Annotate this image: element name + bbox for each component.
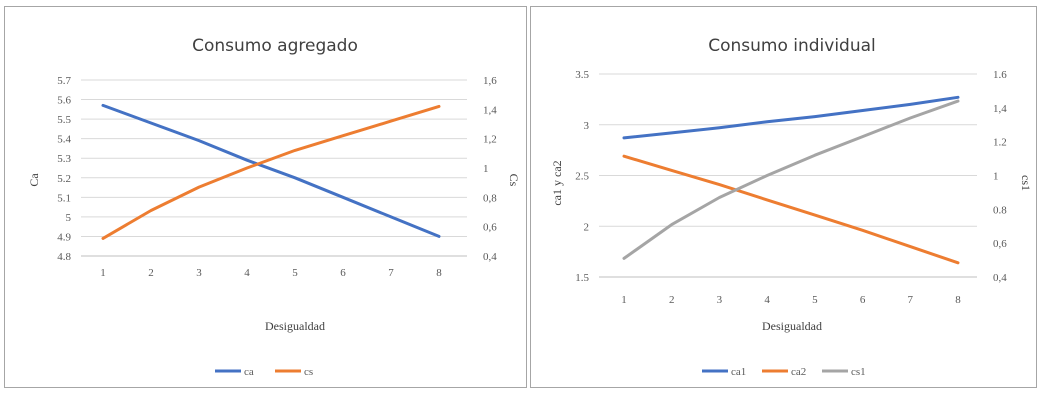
chart-title: Consumo agregado bbox=[192, 36, 358, 56]
y-tick-label: 5.2 bbox=[57, 173, 71, 185]
y-tick-label: 3 bbox=[584, 120, 590, 132]
chart-consumo-individual-svg: Consumo individual Desigualdad ca1 y ca2… bbox=[550, 36, 1033, 378]
y-tick-label: 5.5 bbox=[57, 114, 71, 126]
x-tick-label: 7 bbox=[388, 267, 394, 279]
legend-label-ca2: ca2 bbox=[791, 366, 806, 378]
y-tick-label: 2 bbox=[584, 221, 590, 233]
series-line-ca1 bbox=[622, 95, 960, 140]
chart-panel-consumo-individual: Consumo individual Desigualdad ca1 y ca2… bbox=[530, 6, 1037, 388]
gridlines bbox=[599, 73, 977, 278]
series-line-ca2 bbox=[622, 154, 960, 265]
y2-axis-label: cs1 bbox=[1019, 175, 1033, 191]
x-tick-label: 3 bbox=[196, 267, 202, 279]
gridlines bbox=[81, 79, 467, 257]
x-tick-label: 2 bbox=[669, 294, 675, 306]
y-tick-label: 5.1 bbox=[57, 192, 71, 204]
y-tick-label: 3.5 bbox=[575, 69, 589, 81]
legend-label-ca: ca bbox=[244, 366, 254, 378]
y-tick-label: 5.6 bbox=[57, 95, 71, 107]
y-tick-label: 4.9 bbox=[57, 231, 71, 243]
y2-tick-label: 0,4 bbox=[483, 251, 497, 263]
x-axis-label: Desigualdad bbox=[265, 319, 325, 333]
x-tick-label: 2 bbox=[148, 267, 154, 279]
y-axis-label: Ca bbox=[27, 173, 41, 187]
chart-title: Consumo individual bbox=[708, 36, 876, 56]
y2-tick-label: 0,6 bbox=[483, 222, 497, 234]
y2-tick-label: 1,4 bbox=[993, 103, 1007, 115]
x-tick-label: 4 bbox=[244, 267, 250, 279]
y-tick-label: 4.8 bbox=[57, 251, 71, 263]
x-tick-label: 1 bbox=[621, 294, 627, 306]
series-line-cs1 bbox=[622, 99, 960, 260]
y2-tick-label: 1,2 bbox=[483, 134, 497, 146]
legend-label-cs: cs bbox=[304, 366, 313, 378]
y2-tick-label: 0,4 bbox=[993, 272, 1007, 284]
x-axis-label: Desigualdad bbox=[762, 319, 822, 333]
chart-panel-consumo-agregado: Consumo agregado Desigualdad Ca Cs 5.7 5.… bbox=[4, 6, 527, 388]
y2-tick-label: 1 bbox=[483, 163, 489, 175]
x-tick-label: 5 bbox=[812, 294, 818, 306]
legend: ca1 ca2 cs1 bbox=[702, 366, 866, 378]
series-line-ca bbox=[101, 103, 441, 238]
y-tick-label: 2.5 bbox=[575, 171, 589, 183]
x-tick-label: 5 bbox=[292, 267, 298, 279]
legend-label-ca1: ca1 bbox=[731, 366, 746, 378]
y2-tick-label: 1,6 bbox=[483, 75, 497, 87]
y2-tick-label: 1,4 bbox=[483, 104, 497, 116]
x-tick-label: 7 bbox=[908, 294, 914, 306]
legend-label-cs1: cs1 bbox=[851, 366, 866, 378]
x-tick-label: 1 bbox=[100, 267, 106, 279]
y-tick-label: 1.5 bbox=[575, 272, 589, 284]
y-tick-label: 5 bbox=[66, 212, 72, 224]
x-tick-label: 6 bbox=[860, 294, 866, 306]
y-tick-label: 5.7 bbox=[57, 75, 71, 87]
y2-axis-label: Cs bbox=[507, 174, 521, 187]
y2-tick-label: 0.8 bbox=[993, 204, 1007, 216]
y-tick-label: 5.3 bbox=[57, 153, 71, 165]
y-axis-label: ca1 y ca2 bbox=[550, 160, 564, 205]
y2-tick-label: 0,6 bbox=[993, 238, 1007, 250]
x-tick-label: 3 bbox=[717, 294, 723, 306]
x-tick-label: 6 bbox=[340, 267, 346, 279]
series-line-cs bbox=[101, 104, 441, 240]
x-tick-label: 4 bbox=[764, 294, 770, 306]
y2-tick-label: 1 bbox=[993, 171, 999, 183]
y2-tick-label: 1.2 bbox=[993, 137, 1007, 149]
y-tick-label: 5.4 bbox=[57, 134, 71, 146]
legend: ca cs bbox=[215, 366, 313, 378]
x-tick-label: 8 bbox=[436, 267, 442, 279]
x-tick-label: 8 bbox=[955, 294, 961, 306]
chart-consumo-agregado-svg: Consumo agregado Desigualdad Ca Cs 5.7 5.… bbox=[27, 36, 521, 378]
y2-tick-label: 1.6 bbox=[993, 69, 1007, 81]
y2-tick-label: 0,8 bbox=[483, 192, 497, 204]
